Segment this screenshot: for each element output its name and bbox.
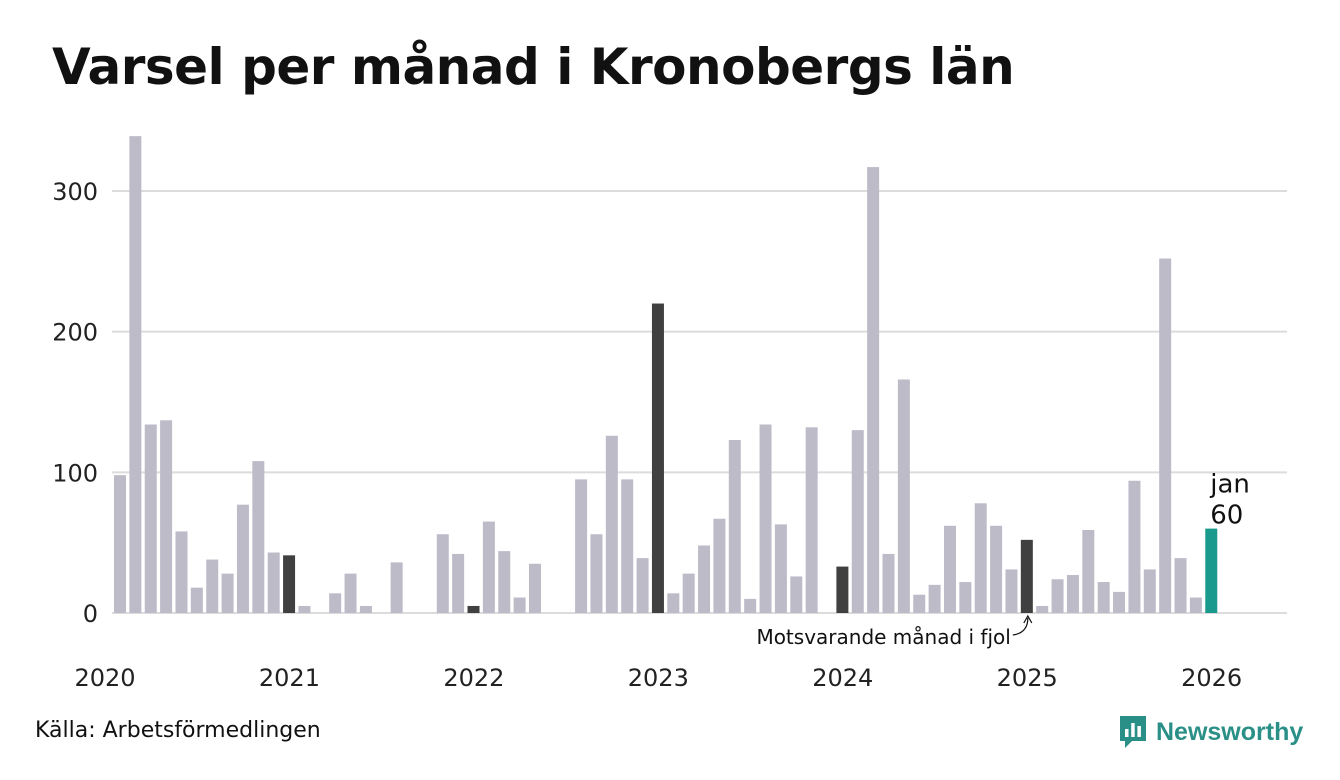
annotation-arrowhead	[1023, 614, 1033, 624]
bar	[682, 573, 695, 613]
bar	[528, 563, 541, 613]
bar	[1113, 591, 1126, 613]
y-tick-label: 100	[52, 459, 98, 487]
bar	[590, 534, 603, 613]
bar	[1005, 569, 1018, 613]
bar	[390, 562, 403, 613]
bar	[728, 439, 741, 613]
bar	[359, 605, 372, 613]
bar	[160, 420, 173, 613]
bar	[713, 518, 726, 613]
bar	[344, 573, 357, 613]
brand-name: Newsworthy	[1156, 717, 1304, 746]
bar	[636, 558, 649, 613]
x-tick-label: 2021	[259, 664, 320, 692]
bar-same-month-last-year	[283, 555, 296, 613]
bar	[667, 593, 680, 613]
annotation-label: Motsvarande månad i fjol	[756, 625, 1010, 649]
bar	[436, 534, 449, 613]
bar	[974, 503, 987, 613]
bar	[744, 598, 757, 613]
current-value-label: 60	[1210, 501, 1243, 531]
bar	[805, 427, 818, 613]
bar	[990, 525, 1003, 613]
bar	[144, 424, 157, 613]
bar	[175, 531, 188, 613]
bar	[190, 587, 203, 613]
bar	[882, 553, 895, 613]
bar	[913, 594, 926, 613]
bar	[129, 136, 142, 613]
bar	[236, 504, 249, 613]
x-tick-label: 2024	[812, 664, 873, 692]
bar	[959, 582, 972, 613]
x-axis: 2020 2021 2022 2023 2024 2025 2026	[74, 664, 1242, 692]
bar	[928, 584, 941, 613]
brand-logo[interactable]: Newsworthy	[1118, 712, 1303, 752]
bar	[943, 525, 956, 613]
bar	[1143, 569, 1156, 613]
bar-same-month-last-year	[836, 566, 849, 613]
source-note: Källa: Arbetsförmedlingen	[35, 718, 321, 743]
bar	[605, 435, 618, 613]
x-tick-label: 2023	[628, 664, 689, 692]
bar	[1174, 558, 1187, 613]
bar	[575, 479, 588, 613]
bar	[513, 597, 526, 613]
bar-same-month-last-year	[1020, 539, 1033, 613]
bar	[790, 576, 803, 613]
x-tick-label: 2026	[1181, 664, 1242, 692]
bar	[452, 553, 465, 613]
bar	[851, 430, 864, 613]
bar	[221, 573, 234, 613]
bar-current	[1205, 528, 1218, 613]
bar-same-month-last-year	[467, 605, 480, 613]
bar	[114, 475, 126, 613]
bar	[298, 605, 311, 613]
newsworthy-chart-icon	[1120, 716, 1146, 748]
bar	[329, 593, 342, 613]
bar	[498, 551, 511, 613]
bar-same-month-last-year	[651, 303, 664, 613]
current-month-label: jan	[1209, 470, 1250, 500]
y-tick-label: 300	[52, 178, 98, 206]
bar	[897, 379, 910, 613]
bar	[867, 167, 880, 613]
y-tick-label: 0	[83, 600, 98, 628]
bar	[1097, 582, 1110, 613]
bar	[1082, 530, 1095, 613]
y-tick-label: 200	[52, 319, 98, 347]
bar	[482, 521, 495, 613]
bar	[774, 524, 787, 613]
bars	[114, 136, 1218, 613]
bar	[1051, 579, 1064, 613]
bar	[1159, 258, 1172, 613]
y-axis: 0 100 200 300	[52, 178, 98, 628]
x-tick-label: 2022	[443, 664, 504, 692]
bar	[267, 552, 280, 613]
bar	[1066, 575, 1079, 613]
bar	[1036, 605, 1049, 613]
x-tick-label: 2020	[74, 664, 135, 692]
annotations: jan 60 Motsvarande månad i fjol	[756, 470, 1249, 649]
bar	[1189, 597, 1202, 613]
bar	[759, 424, 772, 613]
bar	[621, 479, 634, 613]
bar	[698, 545, 711, 613]
bar	[252, 461, 265, 613]
annotation-arrow	[1012, 617, 1029, 636]
bar	[206, 559, 219, 613]
chart-title: Varsel per månad i Kronobergs län	[52, 38, 1015, 96]
x-tick-label: 2025	[997, 664, 1058, 692]
bar	[1128, 480, 1141, 613]
